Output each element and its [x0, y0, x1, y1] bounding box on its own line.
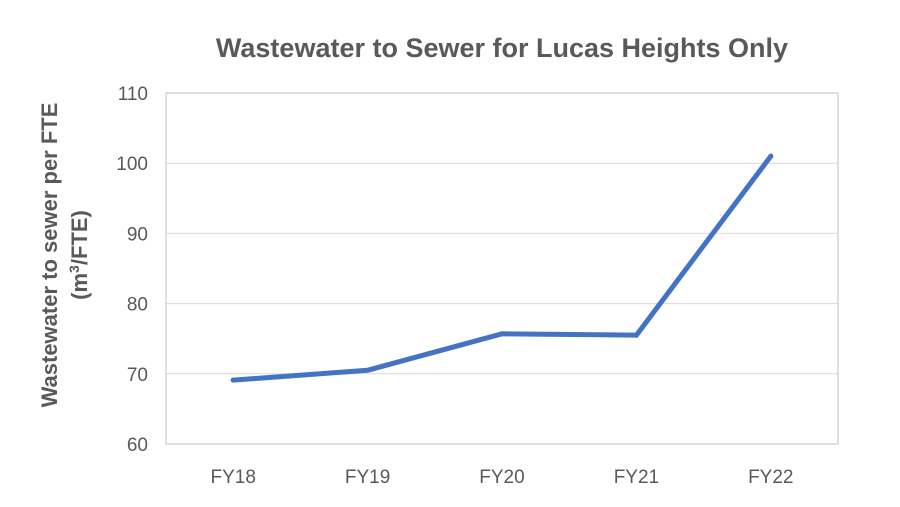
data-point — [230, 377, 236, 383]
y-tick-label: 80 — [127, 295, 148, 316]
y-tick-label: 70 — [127, 365, 148, 386]
y-tick-label: 100 — [116, 154, 148, 175]
y-axis-label-line2: (m3/FTE) — [66, 210, 92, 300]
y-tick-label: 60 — [127, 435, 148, 456]
gridlines — [166, 92, 838, 445]
y-axis-label-unit-superscript: 3 — [66, 265, 82, 273]
y-axis-label-line1: Wastewater to sewer per FTE — [37, 103, 62, 408]
plot-area-frame — [165, 92, 839, 445]
y-tick-label: 110 — [118, 84, 148, 105]
y-axis-label: Wastewater to sewer per FTE (m3/FTE) — [37, 103, 92, 408]
x-tick-label: FY19 — [345, 467, 390, 488]
x-tick-label: FY18 — [210, 467, 255, 488]
data-point — [365, 367, 371, 373]
series — [230, 153, 774, 383]
y-axis-ticks: 60 70 80 90 100 110 — [116, 84, 148, 456]
data-point — [499, 331, 505, 337]
x-tick-label: FY21 — [614, 467, 659, 488]
series-line — [230, 153, 774, 383]
data-point — [633, 332, 639, 338]
y-axis-label-unit-prefix: (m — [67, 273, 92, 300]
x-tick-label: FY22 — [748, 467, 793, 488]
x-axis-ticks: FY18 FY19 FY20 FY21 FY22 — [210, 467, 793, 488]
x-tick-label: FY20 — [479, 467, 524, 488]
y-axis-label-unit-suffix: /FTE) — [67, 210, 92, 265]
y-tick-label: 90 — [127, 224, 148, 245]
chart-title: Wastewater to Sewer for Lucas Heights On… — [216, 33, 788, 63]
data-point — [768, 153, 774, 159]
